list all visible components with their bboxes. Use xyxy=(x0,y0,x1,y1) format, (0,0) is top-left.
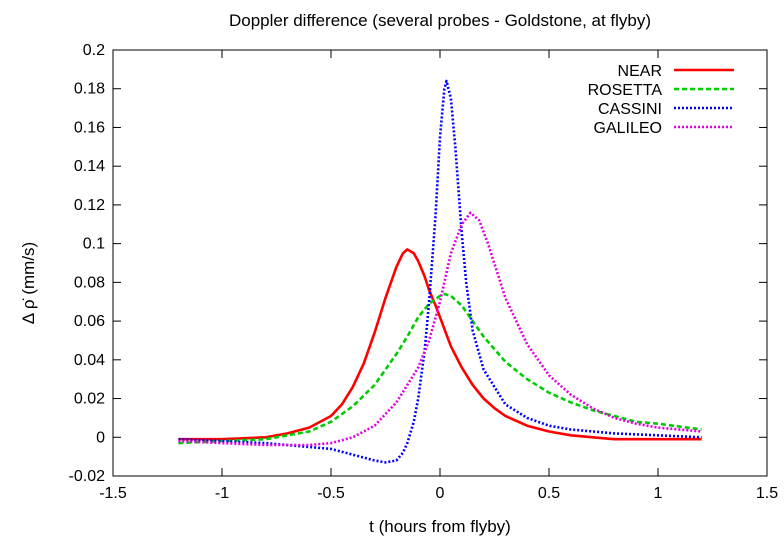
series-line-galileo xyxy=(178,211,702,447)
legend: NEAR ROSETTA CASSINI GALILEO xyxy=(588,63,734,137)
x-tick-label: -1.5 xyxy=(99,485,127,502)
legend-label-galileo: GALILEO xyxy=(594,120,662,137)
y-tick-label: 0.12 xyxy=(74,197,105,214)
y-tick-label: 0.1 xyxy=(83,236,105,253)
y-tick-label: 0.04 xyxy=(74,352,105,369)
x-tick-label: 1 xyxy=(654,485,663,502)
y-tick-label: 0.14 xyxy=(74,158,105,175)
y-tick-label: -0.02 xyxy=(69,468,106,485)
y-tick-label: 0.2 xyxy=(83,42,105,59)
y-tick-label: 0.18 xyxy=(74,81,105,98)
legend-label-cassini: CASSINI xyxy=(598,101,662,118)
x-tick-label: 0.5 xyxy=(538,485,560,502)
plot-border xyxy=(112,49,768,477)
y-axis: -0.02 0 0.02 0.04 0.06 0.08 0.1 0.12 0.14 0.16 0.1… xyxy=(69,42,767,485)
x-tick-label: 1.5 xyxy=(756,485,778,502)
y-tick-label: 0.16 xyxy=(74,119,105,136)
x-tick-label: 0 xyxy=(436,485,445,502)
series-line-near xyxy=(178,248,702,441)
y-tick-label: 0.06 xyxy=(74,313,105,330)
y-tick-label: 0 xyxy=(96,429,105,446)
y-axis-label: Δ ρ̇ (mm/s) xyxy=(19,242,38,324)
series-lines xyxy=(178,79,702,464)
legend-label-near: NEAR xyxy=(618,63,662,80)
x-tick-label: -0.5 xyxy=(317,485,345,502)
series-line-rosetta xyxy=(178,292,702,445)
x-axis-label: t (hours from flyby) xyxy=(369,517,511,536)
y-tick-label: 0.08 xyxy=(74,274,105,291)
x-axis: -1.5 -1 -0.5 0 0.5 1 1.5 xyxy=(99,50,778,502)
chart-title: Doppler difference (several probes - Gol… xyxy=(229,11,651,30)
x-tick-label: -1 xyxy=(215,485,229,502)
legend-label-rosetta: ROSETTA xyxy=(588,82,663,99)
plot-frame xyxy=(112,49,768,477)
series-line-cassini xyxy=(178,79,702,464)
y-tick-label: 0.02 xyxy=(74,391,105,408)
